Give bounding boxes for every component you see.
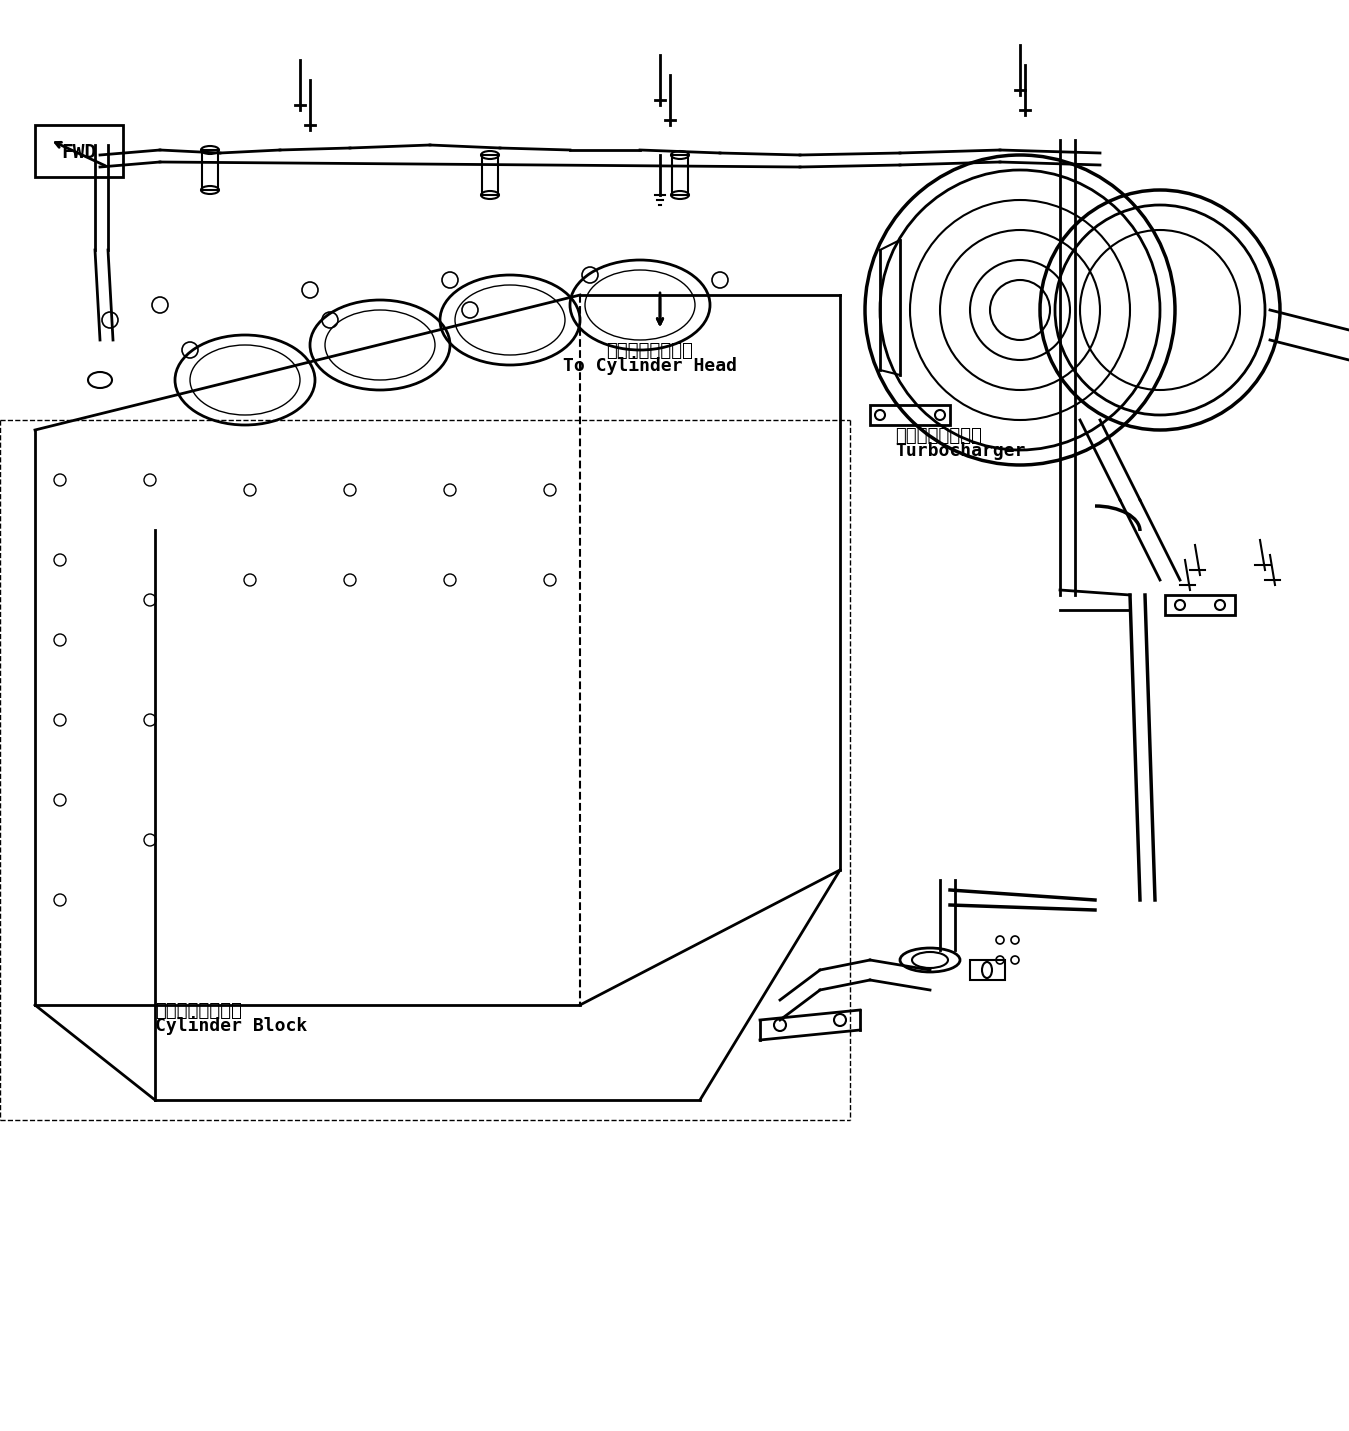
Bar — [970, 960, 1005, 980]
Bar — [202, 150, 219, 190]
Bar — [870, 405, 950, 425]
Bar — [482, 155, 498, 195]
Bar — [1166, 595, 1234, 615]
Text: Turbocharger: Turbocharger — [894, 442, 1025, 459]
Text: シリンダヘッドへ: シリンダヘッドへ — [607, 342, 693, 361]
Text: シリンダブロック: シリンダブロック — [155, 1002, 241, 1020]
Text: To Cylinder Head: To Cylinder Head — [563, 356, 737, 375]
Text: FWD: FWD — [61, 143, 97, 163]
Text: ターボチャージャ: ターボチャージャ — [894, 426, 982, 445]
Bar — [35, 124, 123, 177]
Text: Cylinder Block: Cylinder Block — [155, 1016, 308, 1035]
Bar — [672, 155, 688, 195]
